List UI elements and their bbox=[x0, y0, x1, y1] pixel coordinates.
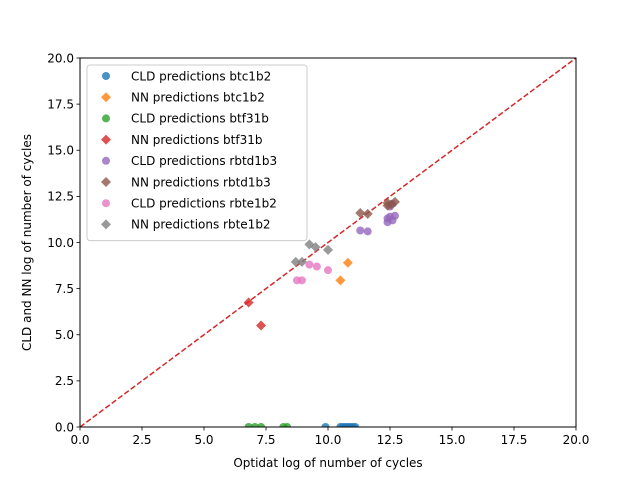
x-tick-label: 17.5 bbox=[501, 433, 528, 447]
series-cld-predictions-rbte1b2 bbox=[293, 260, 332, 285]
series-nn-predictions-btf31b bbox=[243, 297, 267, 331]
x-tick-label: 15.0 bbox=[439, 433, 466, 447]
series-nn-predictions-rbte1b2 bbox=[290, 239, 333, 267]
data-point bbox=[256, 320, 267, 331]
legend-marker bbox=[101, 219, 111, 230]
y-tick-label: 12.5 bbox=[47, 190, 74, 204]
data-point bbox=[356, 226, 365, 235]
legend: CLD predictions btc1b2 NN predictions btc… bbox=[86, 64, 308, 242]
legend-marker bbox=[101, 177, 111, 187]
legend-item: NN predictions btc1b2 bbox=[101, 91, 265, 105]
x-axis-label: Optidat log of number of cycles bbox=[233, 456, 422, 470]
reference-line-layer bbox=[80, 58, 576, 427]
y-tick-label: 15.0 bbox=[47, 144, 74, 158]
y-tick-label: 2.5 bbox=[55, 374, 74, 388]
data-point bbox=[297, 276, 306, 285]
series-cld-predictions-btc1b2 bbox=[321, 423, 360, 427]
legend-label: NN predictions rbte1b2 bbox=[131, 218, 271, 232]
y-tick-label: 10.0 bbox=[47, 236, 74, 250]
x-tick-label: 12.5 bbox=[377, 433, 404, 447]
legend-item: NN predictions rbtd1b3 bbox=[101, 175, 271, 189]
data-point bbox=[390, 211, 399, 220]
legend-label: CLD predictions rbtd1b3 bbox=[131, 154, 277, 168]
x-tick-label: 10.0 bbox=[315, 433, 342, 447]
data-point bbox=[321, 423, 330, 427]
data-point bbox=[324, 266, 332, 275]
legend-marker bbox=[101, 134, 111, 145]
legend-marker bbox=[102, 156, 110, 165]
legend-item: CLD predictions btf31b bbox=[102, 112, 269, 126]
legend-label: NN predictions btf31b bbox=[131, 133, 262, 147]
points-layer bbox=[243, 196, 400, 427]
data-point bbox=[312, 262, 321, 271]
data-point bbox=[389, 196, 400, 207]
data-point bbox=[310, 242, 321, 253]
legend-marker bbox=[102, 114, 110, 123]
x-tick-label: 2.5 bbox=[132, 433, 151, 447]
y-tick-label: 5.0 bbox=[55, 328, 74, 342]
legend-item: NN predictions rbte1b2 bbox=[101, 218, 271, 232]
x-tick-label: 7.5 bbox=[256, 433, 275, 447]
data-point bbox=[355, 207, 366, 218]
legend-item: CLD predictions rbte1b2 bbox=[102, 197, 277, 211]
series-cld-predictions-btf31b bbox=[244, 423, 292, 427]
x-tick-label: 0.0 bbox=[70, 433, 89, 447]
data-point bbox=[305, 260, 314, 269]
data-point bbox=[362, 208, 373, 219]
data-point bbox=[323, 244, 333, 255]
legend-marker bbox=[102, 199, 110, 208]
data-point bbox=[244, 423, 253, 427]
legend-box bbox=[86, 64, 308, 242]
legend-item: NN predictions btf31b bbox=[101, 133, 262, 147]
data-point bbox=[283, 423, 292, 427]
data-point bbox=[290, 256, 301, 267]
x-tick-label: 5.0 bbox=[194, 433, 213, 447]
y-axis-label: CLD and NN log of number of cycles bbox=[20, 134, 34, 351]
y-tick-label: 7.5 bbox=[55, 282, 74, 296]
data-point bbox=[296, 256, 307, 267]
data-point bbox=[342, 257, 353, 268]
data-point bbox=[250, 423, 259, 427]
y-tick-label: 20.0 bbox=[47, 51, 74, 65]
y-tick-label: 0.0 bbox=[55, 420, 74, 434]
legend-label: CLD predictions btc1b2 bbox=[131, 69, 271, 83]
legend-item: CLD predictions rbtd1b3 bbox=[102, 154, 277, 168]
legend-marker bbox=[102, 72, 110, 80]
legend-item: CLD predictions btc1b2 bbox=[102, 69, 271, 83]
legend-marker bbox=[101, 92, 111, 103]
data-point bbox=[243, 297, 254, 308]
data-point bbox=[257, 423, 266, 427]
legend-label: CLD predictions rbte1b2 bbox=[131, 197, 277, 211]
series-nn-predictions-btc1b2 bbox=[335, 257, 353, 286]
x-axis-ticks: 0.0 2.5 5.0 7.5 10.0 12.5 15.0 17.5 20.0 bbox=[70, 427, 589, 447]
y-axis-ticks: 0.0 2.5 5.0 7.5 10.0 12.5 15.0 17.5 20.0 bbox=[47, 51, 80, 434]
data-point bbox=[351, 423, 360, 427]
data-point bbox=[335, 275, 346, 286]
legend-label: NN predictions btc1b2 bbox=[131, 91, 265, 105]
y-tick-label: 17.5 bbox=[47, 97, 74, 111]
data-point bbox=[363, 227, 372, 236]
x-tick-label: 20.0 bbox=[563, 433, 590, 447]
series-nn-predictions-rbtd1b3 bbox=[355, 196, 400, 219]
legend-label: CLD predictions btf31b bbox=[131, 112, 269, 126]
legend-label: NN predictions rbtd1b3 bbox=[131, 175, 271, 189]
identity-reference-line bbox=[80, 58, 576, 427]
